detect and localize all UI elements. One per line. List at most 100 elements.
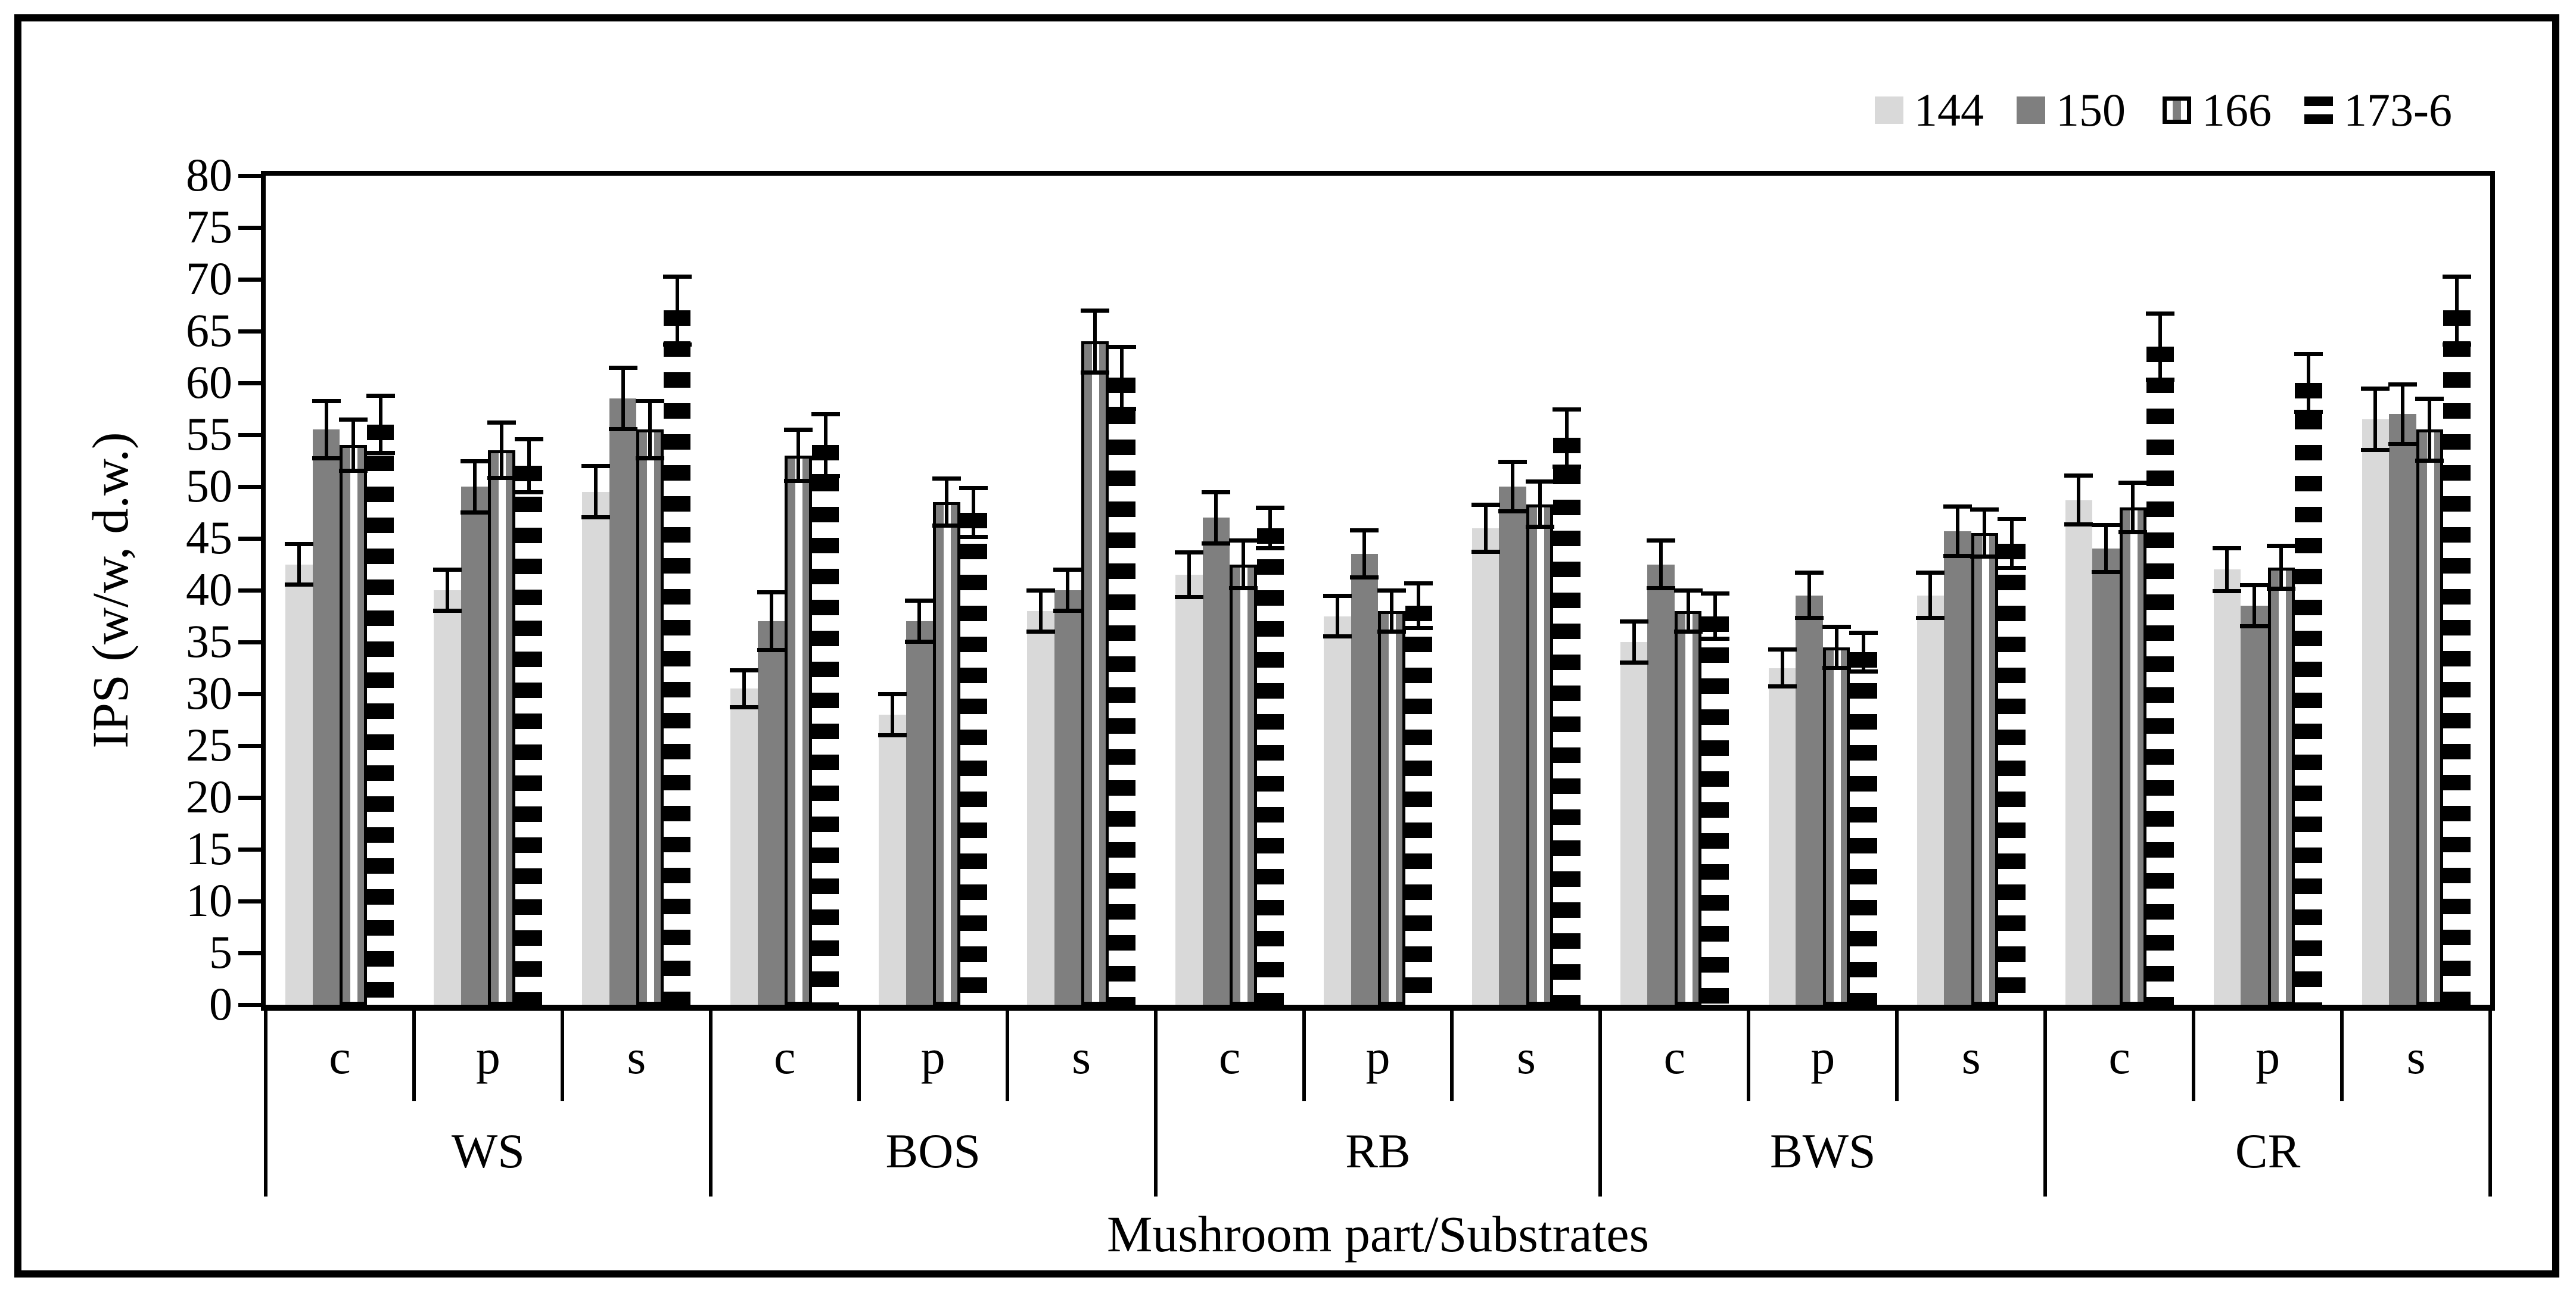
y-axis-tick (238, 588, 261, 593)
y-axis-tick (238, 173, 261, 178)
y-axis-tick-label: 0 (209, 978, 232, 1030)
error-bar-cap-top (1350, 528, 1379, 533)
error-bar-line (2454, 276, 2459, 345)
bar-173-6-RB-c (1256, 528, 1284, 1005)
error-bar-cap-bottom (878, 733, 907, 737)
error-bar-cap-top (905, 599, 934, 603)
error-bar-cap-top (312, 398, 341, 403)
error-bar-cap-bottom (811, 473, 840, 478)
bar-166-RB-c (1230, 564, 1257, 1005)
bar-166-BWS-s (1971, 533, 1999, 1005)
error-bar-cap-top (2064, 473, 2093, 478)
error-bar-cap-top (285, 541, 314, 546)
part-label: s (1961, 1030, 1981, 1084)
legend-item-144: 144 (1875, 87, 1984, 133)
error-bar-cap-top (2213, 546, 2242, 550)
bar-166-BWS-p (1822, 647, 1850, 1005)
substrate-separator (708, 1010, 713, 1197)
legend-swatch-144 (1875, 96, 1903, 124)
error-bar-line (2428, 398, 2432, 461)
bar-173-6-RB-p (1405, 606, 1432, 1005)
error-bar-cap-top (1619, 619, 1648, 624)
error-bar-cap-top (959, 485, 988, 490)
bar-150-WS-p (461, 487, 489, 1005)
legend-label: 173-6 (2344, 84, 2452, 136)
figure-border (14, 14, 2559, 1278)
legend-swatch-150 (2017, 96, 2045, 124)
error-bar-cap-bottom (932, 524, 961, 528)
error-bar-cap-bottom (312, 456, 341, 461)
error-bar-cap-top (1768, 647, 1797, 652)
error-bar-cap-bottom (2145, 377, 2174, 382)
bar-150-RB-s (1499, 487, 1526, 1005)
bar-173-6-BOS-s (1108, 378, 1136, 1005)
bar-173-6-BWS-p (1850, 652, 1877, 1005)
error-bar-line (1538, 481, 1542, 527)
error-bar-cap-bottom (1323, 634, 1352, 639)
error-bar-line (2131, 482, 2135, 532)
legend-item-173-6: 173-6 (2304, 84, 2452, 136)
y-axis-tick-label: 70 (186, 253, 232, 304)
error-bar-line (890, 694, 894, 736)
part-label: c (1663, 1030, 1686, 1084)
part-label: p (475, 1030, 500, 1084)
error-bar-line (472, 460, 477, 513)
error-bar-cap-bottom (1107, 406, 1137, 411)
error-bar-cap-bottom (1202, 541, 1231, 546)
error-bar-cap-top (1256, 505, 1285, 510)
bar-173-6-BOS-p (960, 512, 988, 1005)
error-bar-cap-bottom (1525, 524, 1554, 529)
bar-150-BOS-s (1054, 590, 1082, 1005)
bar-166-BOS-s (1081, 341, 1109, 1005)
part-separator (1005, 1010, 1009, 1101)
error-bar-cap-top (2239, 583, 2269, 588)
x-axis-title: Mushroom part/Substrates (1106, 1205, 1650, 1263)
part-separator (1895, 1010, 1899, 1101)
bar-144-CR-s (2362, 419, 2390, 1005)
bar-166-CR-p (2267, 567, 2295, 1005)
bar-166-CR-c (2119, 507, 2147, 1005)
bar-150-RB-c (1202, 518, 1230, 1005)
error-bar-cap-top (1970, 507, 1999, 512)
y-axis-tick-label: 80 (186, 149, 232, 201)
error-bar-cap-bottom (2294, 409, 2323, 414)
error-bar-cap-bottom (2415, 458, 2444, 463)
error-bar-cap-bottom (285, 582, 314, 587)
y-axis-line (261, 171, 266, 1011)
error-bar-cap-top (1026, 588, 1055, 593)
y-axis-tick-label: 20 (186, 771, 232, 822)
part-label: s (1516, 1030, 1536, 1084)
y-axis-tick-label: 10 (186, 874, 232, 926)
error-bar-cap-bottom (2091, 570, 2120, 575)
error-bar-cap-top (1943, 504, 1972, 509)
part-label: c (1218, 1030, 1241, 1084)
bar-150-BWS-c (1647, 564, 1675, 1005)
error-bar-cap-top (2145, 311, 2174, 316)
error-bar-cap-bottom (2442, 342, 2471, 347)
bar-150-RB-p (1351, 554, 1378, 1005)
y-axis-tick-label: 75 (186, 201, 232, 253)
error-bar-cap-bottom (1471, 549, 1500, 554)
y-axis-tick-label: 55 (186, 408, 232, 460)
legend-item-166: 166 (2163, 87, 2272, 133)
y-axis-tick (238, 640, 261, 644)
error-bar-cap-bottom (2388, 441, 2417, 446)
y-axis-tick (238, 536, 261, 541)
error-bar-cap-top (1647, 538, 1676, 543)
bar-173-6-CR-s (2443, 310, 2471, 1005)
bar-144-BWS-s (1917, 595, 1945, 1005)
error-bar-cap-bottom (1768, 684, 1797, 688)
error-bar-line (742, 669, 746, 708)
error-bar-line (823, 414, 827, 476)
error-bar-cap-bottom (2118, 529, 2148, 534)
error-bar-cap-bottom (2267, 587, 2296, 591)
error-bar-cap-top (1323, 593, 1352, 598)
error-bar-cap-top (1525, 479, 1554, 484)
error-bar-cap-top (1202, 490, 1231, 494)
bar-173-6-WS-c (366, 424, 394, 1005)
error-bar-cap-top (932, 476, 961, 481)
error-bar-cap-top (366, 393, 395, 398)
error-bar-cap-bottom (1795, 615, 1824, 620)
bar-150-WS-s (609, 398, 637, 1005)
error-bar-cap-top (1174, 550, 1203, 554)
